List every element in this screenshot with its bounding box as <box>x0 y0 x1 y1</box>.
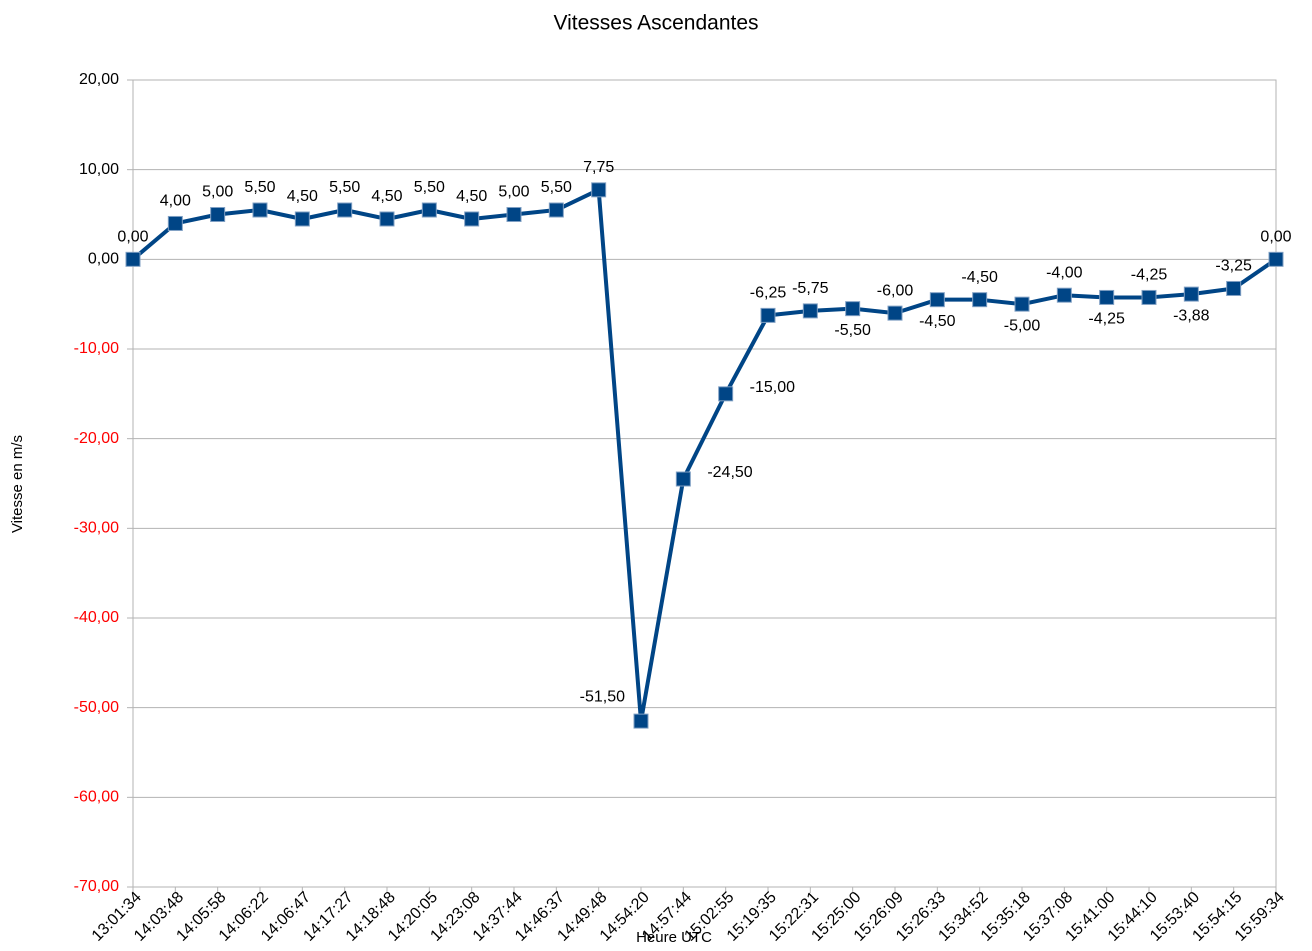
data-marker <box>252 202 268 218</box>
data-label: 5,00 <box>498 184 529 201</box>
data-label: -4,25 <box>1131 267 1168 284</box>
data-label: -24,50 <box>707 464 752 481</box>
data-marker <box>421 202 437 218</box>
y-tick-label: 20,00 <box>79 71 119 88</box>
data-label: -3,88 <box>1173 307 1210 324</box>
data-marker <box>718 386 734 402</box>
data-marker <box>548 202 564 218</box>
data-label: -4,50 <box>961 269 998 286</box>
y-tick-label: -60,00 <box>74 789 119 806</box>
y-tick-label: 0,00 <box>88 251 119 268</box>
data-label: -3,25 <box>1215 258 1252 275</box>
y-tick-label: -20,00 <box>74 430 119 447</box>
data-marker <box>591 182 607 198</box>
data-marker <box>1099 289 1115 305</box>
data-label: -15,00 <box>750 379 795 396</box>
data-label: 5,50 <box>541 179 572 196</box>
data-label: -51,50 <box>580 688 625 705</box>
data-label: 5,50 <box>414 179 445 196</box>
data-label: -5,50 <box>834 322 871 339</box>
data-label: -5,00 <box>1004 317 1041 334</box>
data-label: 4,50 <box>456 188 487 205</box>
data-marker <box>210 207 226 222</box>
data-label: -6,25 <box>750 285 787 302</box>
data-marker <box>972 292 988 308</box>
data-marker <box>1226 280 1242 296</box>
y-tick-label: -30,00 <box>74 520 119 537</box>
data-marker <box>294 211 310 227</box>
plot-frame <box>132 79 1277 888</box>
data-label: -4,00 <box>1046 264 1083 281</box>
data-label: 0,00 <box>1260 229 1291 246</box>
data-marker <box>337 202 353 218</box>
data-label: 7,75 <box>583 159 614 176</box>
data-label: 4,50 <box>287 188 318 205</box>
data-label: -4,50 <box>919 313 956 330</box>
data-marker <box>887 305 903 321</box>
y-tick-label: 10,00 <box>79 161 119 178</box>
data-label: 5,50 <box>329 179 360 196</box>
data-marker <box>464 211 480 227</box>
data-label: 0,00 <box>117 229 148 246</box>
data-line <box>131 187 1278 724</box>
data-marker <box>760 307 776 323</box>
data-marker <box>1056 287 1072 303</box>
data-label: -6,00 <box>877 282 914 299</box>
data-label: 4,50 <box>371 188 402 205</box>
x-axis-title: Heure UTC <box>636 929 712 946</box>
data-label: -5,75 <box>792 280 829 297</box>
data-marker <box>675 471 691 487</box>
y-tick-label: -40,00 <box>74 609 119 626</box>
data-marker <box>379 211 395 227</box>
data-marker <box>845 301 861 317</box>
data-label: 5,50 <box>244 179 275 196</box>
data-label: 4,00 <box>160 193 191 210</box>
data-marker <box>125 251 141 267</box>
data-marker <box>1268 251 1284 267</box>
data-marker <box>506 207 522 222</box>
chart-title: Vitesses Ascendantes <box>553 12 758 35</box>
data-marker <box>167 215 183 231</box>
y-axis-title: Vitesse en m/s <box>9 435 26 533</box>
data-label: 5,00 <box>202 184 233 201</box>
data-marker <box>1183 286 1199 302</box>
data-marker <box>1141 289 1157 305</box>
data-marker <box>1014 296 1030 312</box>
y-tick-label: -50,00 <box>74 699 119 716</box>
y-tick-label: -70,00 <box>74 878 119 895</box>
data-marker <box>633 713 649 729</box>
y-tick-label: -10,00 <box>74 340 119 357</box>
data-marker <box>929 292 945 308</box>
data-marker <box>802 303 818 319</box>
data-label: -4,25 <box>1088 311 1125 328</box>
